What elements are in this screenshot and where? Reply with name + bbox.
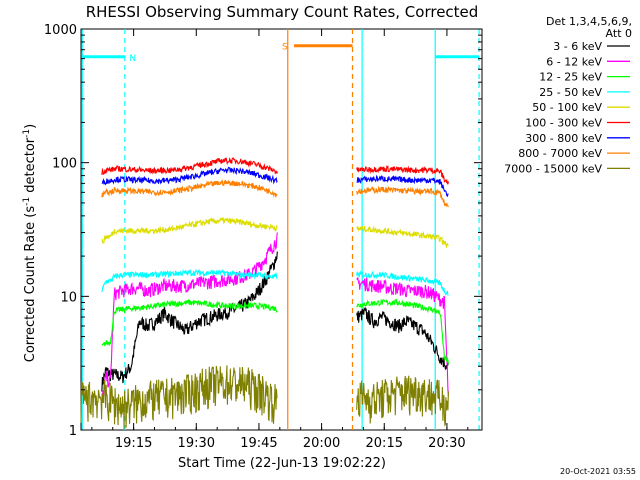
y-tick-label-2: 100	[52, 157, 77, 172]
x-tick-label-2: 19:45	[240, 436, 277, 451]
vertical-markers	[81, 29, 480, 430]
legend: Det 1,3,4,5,6,9,Att 0 3 - 6 keV 6 - 12 keV…	[504, 15, 632, 175]
series-line-0-part-0	[101, 251, 278, 392]
legend-label-5: 100 - 300 keV	[525, 117, 602, 130]
series-line-8-part-0	[80, 365, 278, 430]
series-line-8-part-1	[356, 375, 449, 427]
plot-border	[80, 28, 483, 431]
y-label-sup-2: -1	[22, 129, 32, 138]
chart-title: RHESSI Observing Summary Count Rates, Co…	[86, 3, 479, 21]
x-tick-label-3: 20:00	[303, 436, 340, 451]
y-label-main: Corrected Count Rate (s	[23, 206, 38, 363]
series-line-2-part-1	[356, 298, 449, 365]
axes: 19:15 19:30 19:45 20:00 20:15 20:30 1 10 100 1000	[44, 23, 482, 451]
series-line-7-part-0	[101, 179, 278, 198]
series-line-0-part-1	[356, 306, 449, 371]
series-line-1-part-0	[101, 232, 278, 402]
y-tick-label-3: 1000	[44, 23, 77, 38]
x-tick-label-5: 20:30	[428, 436, 465, 451]
plot-frame	[80, 28, 483, 431]
legend-label-8: 7000 - 15000 keV	[504, 162, 602, 175]
legend-label-7: 800 - 7000 keV	[518, 147, 602, 160]
y-tick-label-1: 10	[60, 290, 77, 305]
y-label-sup-1: -1	[22, 197, 32, 206]
series-line-5-part-0	[101, 157, 278, 175]
series-line-2-part-0	[101, 298, 278, 347]
legend-header-1: Att 0	[606, 27, 632, 40]
marker-label-0: N	[129, 54, 136, 64]
series-line-4-part-0	[101, 217, 278, 244]
legend-label-0: 3 - 6 keV	[553, 40, 602, 53]
x-tick-label-4: 20:15	[366, 436, 403, 451]
series-line-1-part-1	[356, 277, 449, 397]
y-label-mid: detector	[23, 137, 38, 197]
series-line-5-part-1	[356, 164, 449, 185]
x-tick-label-0: 19:15	[115, 436, 152, 451]
footer-timestamp: 20-Oct-2021 03:55	[560, 467, 636, 476]
legend-label-4: 50 - 100 keV	[532, 101, 602, 114]
legend-label-1: 6 - 12 keV	[546, 55, 602, 68]
horizontal-markers: NS	[82, 43, 480, 64]
x-tick-label-1: 19:30	[178, 436, 215, 451]
series-line-6-part-1	[356, 174, 449, 197]
legend-label-2: 12 - 25 keV	[539, 71, 602, 84]
y-tick-label-0: 1	[69, 424, 77, 439]
legend-label-3: 25 - 50 keV	[539, 86, 602, 99]
legend-label-6: 300 - 800 keV	[525, 132, 602, 145]
series-lines	[80, 157, 449, 430]
legend-header-0: Det 1,3,4,5,6,9,	[546, 15, 632, 28]
series-line-4-part-1	[356, 225, 449, 249]
marker-label-1: S	[282, 43, 288, 53]
series-line-3-part-1	[356, 269, 449, 296]
series-line-7-part-1	[356, 185, 449, 208]
y-axis-label: Corrected Count Rate (s-1 detector-1)	[22, 124, 38, 362]
series-line-6-part-0	[101, 166, 278, 186]
x-axis-label: Start Time (22-Jun-13 19:02:22)	[178, 456, 386, 471]
series-line-3-part-0	[101, 268, 278, 293]
y-label-end: )	[23, 124, 38, 129]
